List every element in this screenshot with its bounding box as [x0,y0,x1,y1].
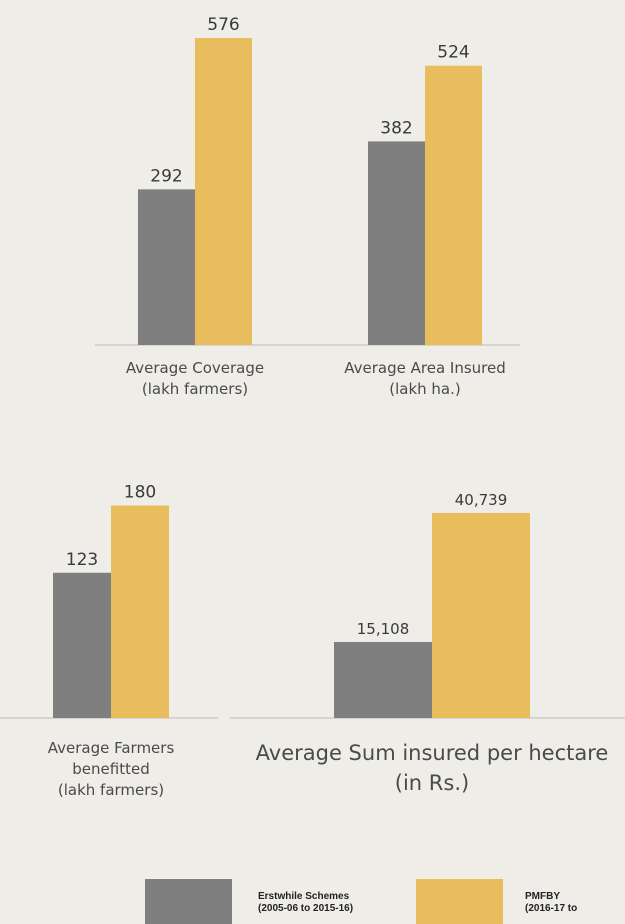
category-label-line: Average Area Insured [344,359,506,377]
bar-value-label: 180 [124,483,156,503]
legend-label-line: PMFBY [525,891,560,902]
legend-label-line: (2016-17 to [525,903,578,914]
bar-pmfby [111,505,169,718]
legend-label-line: Erstwhile Schemes [258,891,350,902]
category-label-line: (lakh farmers) [57,781,165,799]
category-label-line: Average Coverage [125,359,265,377]
legend-label: PMFBY (2016-17 to [525,891,577,915]
category-label-line: Average Sum insured per hectare [255,741,609,765]
bar-erstwhile [138,189,195,345]
bar-value-label: 524 [437,43,469,63]
category-label: Average Farmers benefitted (lakh farmers) [48,738,175,801]
bar-value-label: 576 [207,15,239,35]
category-label: Average Coverage (lakh farmers) [126,358,264,400]
bar-pmfby [432,513,530,718]
category-label: Average Sum insured per hectare (in Rs.) [256,738,609,798]
legend-swatch-erstwhile [145,879,232,924]
bar-value-label: 123 [66,550,98,570]
category-label-line: Average Farmers [47,739,175,757]
bar-erstwhile [53,572,111,718]
legend-swatch-pmfby [416,879,503,924]
category-label-line: (lakh farmers) [141,380,249,398]
category-label-line: benefitted [72,760,150,778]
bar-value-label: 15,108 [357,620,410,638]
bar-erstwhile [368,141,425,345]
category-label-line: (lakh ha.) [389,380,461,398]
bar-value-label: 382 [380,118,412,138]
legend-label-line: (2005-06 to 2015-16) [258,903,354,914]
bar-value-label: 292 [150,166,182,186]
bar-pmfby [425,65,482,346]
bar-value-label: 40,739 [455,491,508,509]
bar-pmfby [195,38,252,345]
category-label-line: (in Rs.) [394,771,470,795]
bar-erstwhile [334,641,432,718]
legend-label: Erstwhile Schemes (2005-06 to 2015-16) [258,891,353,915]
category-label: Average Area Insured (lakh ha.) [344,358,506,400]
